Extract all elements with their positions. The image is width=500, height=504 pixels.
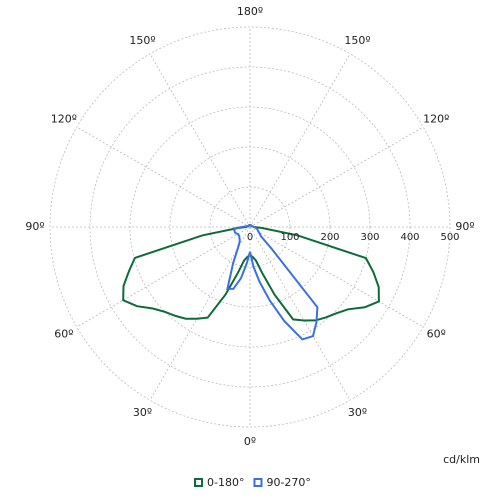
r-tick-label: 300 [360,232,379,243]
grid-spoke [149,53,251,228]
r-tick-label: 100 [280,232,299,243]
legend-swatch [194,478,203,487]
grid-spoke [249,226,351,401]
angle-label: 120º [51,113,77,126]
angle-label: 120º [423,113,449,126]
grid-spoke [149,226,251,401]
grid-spoke [249,126,424,228]
angle-label: 150º [344,34,370,47]
grid-spoke [249,53,351,228]
unit-label: cd/klm [443,453,480,466]
angle-label: 0º [244,435,256,448]
legend-label: 90-270° [266,476,310,489]
angle-label: 90º [455,220,474,233]
grid-spoke [249,226,424,328]
angle-label: 30º [133,406,152,419]
angle-label: 60º [54,328,73,341]
angle-label: 30º [348,406,367,419]
angle-label: 150º [129,34,155,47]
grid-ring [49,26,451,428]
grid-spoke [76,126,251,228]
legend-label: 0-180° [207,476,244,489]
legend-swatch [253,478,263,487]
series-line [226,224,319,341]
angle-label: 180º [237,5,263,18]
r-tick-label: 400 [400,232,419,243]
angle-label: 90º [25,220,44,233]
r-tick-label: 500 [440,232,459,243]
r-tick-label: 0 [247,232,253,243]
angle-label: 60º [427,328,446,341]
grid-spoke [76,226,251,328]
r-tick-label: 200 [320,232,339,243]
